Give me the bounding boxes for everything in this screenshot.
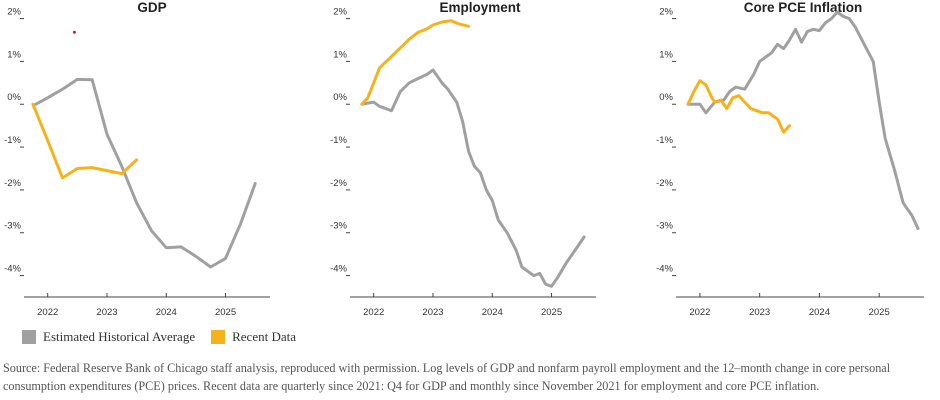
chart-title: GDP bbox=[137, 0, 166, 15]
y-tick-label: 0% bbox=[659, 92, 673, 103]
chart-title: Employment bbox=[439, 0, 521, 15]
x-tick-label: 2023 bbox=[422, 307, 443, 318]
y-tick-label: 2% bbox=[659, 7, 673, 18]
y-tick-label: -1% bbox=[4, 135, 21, 146]
chart-title: Core PCE Inflation bbox=[744, 0, 863, 15]
x-tick-label: 2022 bbox=[363, 307, 384, 318]
legend-swatch-historical bbox=[22, 330, 36, 344]
legend-item-historical: Estimated Historical Average bbox=[22, 329, 195, 345]
chart-gdp: GDP 2% 1% 0% -1% -2% -3% -4% 2022 2023 2024 2025 bbox=[4, 0, 270, 318]
x-tick-label: 2023 bbox=[749, 307, 770, 318]
legend-label-recent: Recent Data bbox=[232, 329, 296, 344]
legend-swatch-recent bbox=[211, 330, 226, 344]
y-tick-label: -3% bbox=[330, 221, 347, 232]
x-tick-label: 2025 bbox=[541, 307, 562, 318]
x-tick-label: 2025 bbox=[869, 307, 890, 318]
x-tick-label: 2023 bbox=[96, 307, 117, 318]
series-line-recent-data bbox=[686, 79, 791, 134]
series-line-estimated-historical-average bbox=[360, 68, 586, 288]
y-tick-label: 1% bbox=[333, 49, 347, 60]
chart-employment: Employment 2% 1% 0% -1% -2% -3% -4% 2022 2023 2024… bbox=[330, 0, 596, 318]
series-line-recent-data bbox=[360, 19, 471, 106]
source-note: Source: Federal Reserve Bank of Chicago … bbox=[3, 361, 891, 393]
y-tick-label: 2% bbox=[333, 7, 347, 18]
x-tick-label: 2024 bbox=[482, 307, 503, 318]
y-tick-label: 1% bbox=[659, 49, 673, 60]
y-tick-label: -2% bbox=[330, 178, 347, 189]
y-tick-label: 0% bbox=[333, 92, 347, 103]
x-tick-label: 2024 bbox=[809, 307, 830, 318]
y-tick-label: 2% bbox=[7, 7, 21, 18]
y-tick-label: -3% bbox=[4, 221, 21, 232]
x-tick-label: 2024 bbox=[156, 307, 177, 318]
series-line-estimated-historical-average bbox=[34, 77, 257, 269]
y-tick-label: -4% bbox=[4, 264, 21, 275]
chart-core-pce-inflation: Core PCE Inflation 2% 1% 0% -1% -2% -3% -4% 2022… bbox=[656, 0, 924, 318]
y-tick-label: -2% bbox=[4, 178, 21, 189]
y-tick-label: -2% bbox=[656, 178, 673, 189]
legend-item-recent: Recent Data bbox=[211, 329, 296, 345]
x-tick-label: 2025 bbox=[215, 307, 236, 318]
series-line-estimated-historical-average bbox=[686, 10, 920, 230]
legend-label-historical: Estimated Historical Average bbox=[43, 329, 196, 344]
y-tick-label: -4% bbox=[656, 264, 673, 275]
y-tick-label: -1% bbox=[656, 135, 673, 146]
y-tick-label: 1% bbox=[7, 49, 21, 60]
annotation-marker bbox=[72, 30, 76, 34]
y-tick-label: -4% bbox=[330, 264, 347, 275]
x-tick-label: 2022 bbox=[37, 307, 58, 318]
y-tick-label: -3% bbox=[656, 221, 673, 232]
series-line-recent-data bbox=[31, 102, 139, 180]
y-tick-label: -1% bbox=[330, 135, 347, 146]
x-tick-label: 2022 bbox=[689, 307, 710, 318]
legend: Estimated Historical Average Recent Data bbox=[22, 327, 312, 347]
y-tick-label: 0% bbox=[7, 92, 21, 103]
